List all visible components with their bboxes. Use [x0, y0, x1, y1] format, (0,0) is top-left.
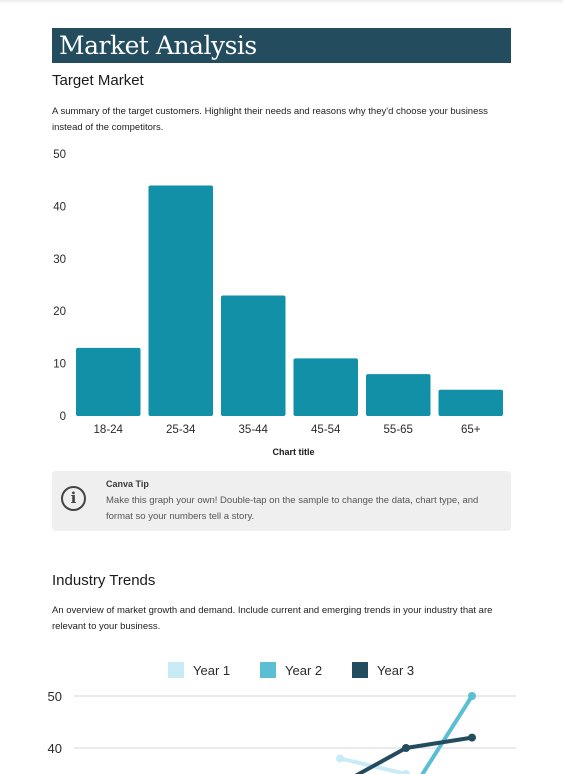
target-market-description: A summary of the target customers. Highl… — [52, 106, 488, 133]
industry-trends-description: An overview of market growth and demand.… — [52, 605, 493, 632]
bar-35-44 — [221, 295, 286, 416]
data-point — [468, 692, 476, 700]
y-tick-label: 40 — [48, 741, 62, 756]
x-tick-label: 35-44 — [239, 424, 269, 436]
title-banner: Market Analysis — [52, 28, 511, 63]
x-tick-label: 18-24 — [94, 424, 124, 436]
y-tick-label: 30 — [53, 254, 66, 266]
series-line-3 — [354, 735, 473, 774]
canva-tip-box: i Canva Tip Make this graph your own! Do… — [52, 471, 511, 531]
info-icon: i — [61, 486, 86, 511]
legend-swatch-1 — [168, 662, 184, 678]
y-tick-label: 40 — [53, 201, 66, 213]
x-tick-label: 25-34 — [166, 424, 196, 436]
target-market-heading: Target Market — [52, 72, 144, 89]
tip-title: Canva Tip — [106, 479, 149, 489]
tip-body: Make this graph your own! Double-tap on … — [106, 495, 479, 522]
bar-25-34 — [148, 185, 213, 416]
bar-45-54 — [293, 358, 358, 416]
x-tick-label: 55-65 — [384, 424, 413, 436]
page-edge — [0, 0, 563, 4]
bar-65+ — [438, 389, 503, 416]
y-tick-label: 0 — [60, 411, 66, 423]
legend-label-3: Year 3 — [377, 663, 414, 678]
industry-trends-heading: Industry Trends — [52, 572, 156, 589]
y-tick-label: 10 — [53, 359, 66, 371]
x-tick-label: 45-54 — [311, 424, 341, 436]
bar-18-24 — [76, 347, 141, 416]
legend-label-1: Year 1 — [193, 663, 230, 678]
x-tick-label: 65+ — [461, 424, 481, 436]
bar-55-65 — [366, 374, 431, 416]
y-tick-label: 20 — [53, 306, 66, 318]
series-line-2 — [420, 694, 474, 774]
data-point — [402, 770, 410, 774]
page-title: Market Analysis — [59, 31, 257, 60]
legend-swatch-3 — [352, 662, 368, 678]
y-tick-label: 50 — [53, 149, 66, 161]
legend-label-2: Year 2 — [285, 663, 322, 678]
data-point — [402, 744, 410, 752]
y-tick-label: 50 — [48, 689, 62, 704]
data-point — [336, 754, 344, 763]
legend-swatch-2 — [260, 662, 276, 678]
chart-title: Chart title — [272, 447, 314, 457]
data-point — [468, 733, 476, 742]
